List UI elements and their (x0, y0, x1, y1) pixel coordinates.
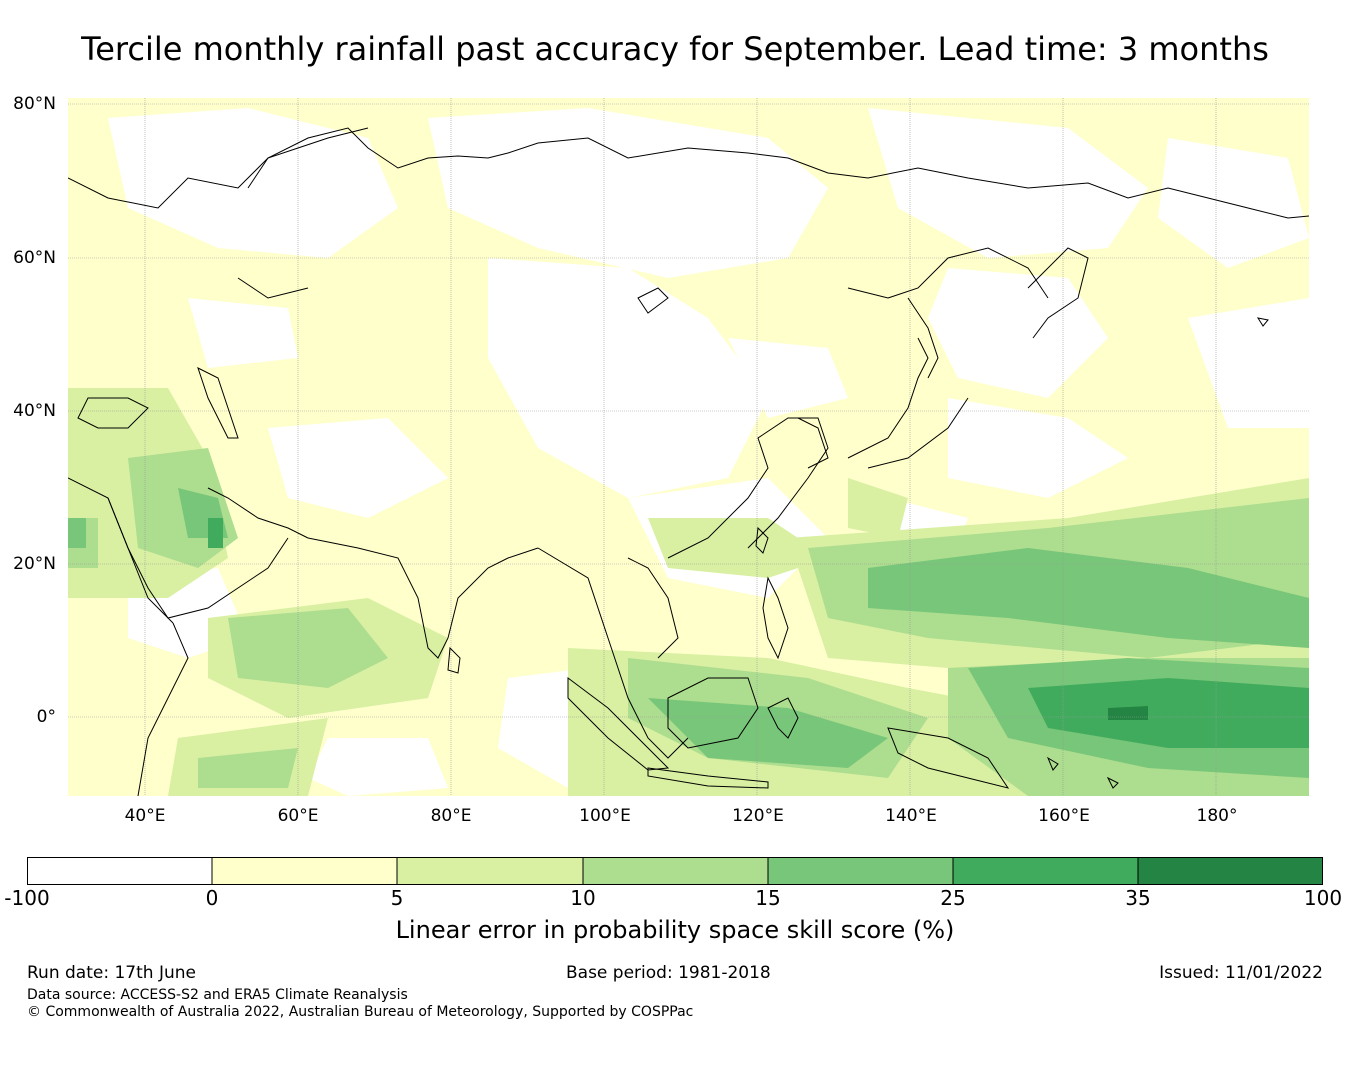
skill-35-100-regions (1108, 706, 1148, 720)
skill-score-map (68, 98, 1309, 796)
graticule (68, 98, 1309, 796)
copyright: © Commonwealth of Australia 2022, Austra… (27, 1004, 694, 1020)
skill-25-35-regions (208, 518, 1309, 748)
lon-label: 60°E (277, 806, 319, 826)
run-date: Run date: 17th June (27, 963, 196, 983)
lon-label: 140°E (885, 806, 937, 826)
colorbar-tick: 5 (390, 886, 404, 910)
coastlines (68, 127, 1309, 796)
colorbar-segment (768, 857, 953, 885)
colorbar-tick: 25 (940, 886, 966, 910)
colorbar-tick: 100 (1303, 886, 1343, 910)
lat-label: 40°N (13, 401, 56, 421)
colorbar-tick: 0 (205, 886, 219, 910)
colorbar-segment (27, 857, 212, 885)
lon-label: 160°E (1038, 806, 1090, 826)
colorbar-label: Linear error in probability space skill … (395, 916, 955, 944)
colorbar-tick: 15 (755, 886, 781, 910)
base-period: Base period: 1981-2018 (566, 963, 771, 983)
colorbar-segment (212, 857, 397, 885)
lon-label: 180° (1196, 806, 1238, 826)
lon-label: 120°E (732, 806, 784, 826)
lat-label: 0° (36, 707, 56, 727)
colorbar-segment (1138, 857, 1323, 885)
colorbar-segment (953, 857, 1138, 885)
colorbar-segment (583, 857, 768, 885)
lat-label: 20°N (13, 554, 56, 574)
colorbar-tick: -100 (4, 886, 50, 910)
colorbar-tick: 10 (570, 886, 596, 910)
colorbar-tick: 35 (1125, 886, 1151, 910)
chart-title: Tercile monthly rainfall past accuracy f… (81, 30, 1269, 68)
lon-label: 100°E (579, 806, 631, 826)
issued-date: Issued: 11/01/2022 (1159, 963, 1323, 983)
lat-label: 80°N (13, 94, 56, 114)
data-source: Data source: ACCESS-S2 and ERA5 Climate … (27, 987, 408, 1003)
colorbar-segment (397, 857, 583, 885)
lon-label: 40°E (124, 806, 166, 826)
lon-label: 80°E (430, 806, 472, 826)
lat-label: 60°N (13, 248, 56, 268)
colorbar (27, 857, 1323, 885)
